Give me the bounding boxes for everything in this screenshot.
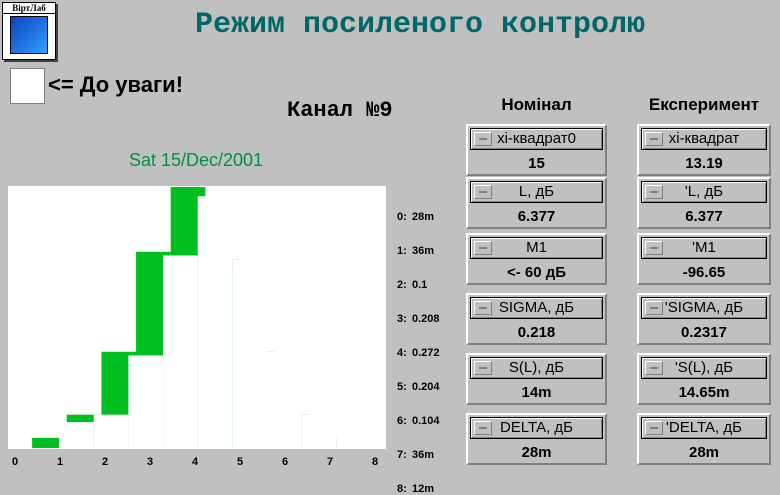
x-tick-label: 8 — [372, 456, 378, 468]
bar — [232, 259, 267, 448]
value-label: 0.204 — [412, 381, 440, 393]
category-label: 1: — [397, 245, 407, 257]
value-label: 0.208 — [412, 313, 440, 325]
indicator-button[interactable]: DELTA, дБ — [470, 417, 603, 439]
indicator-button[interactable]: S(L), дБ — [470, 357, 603, 379]
x-tick-label: 3 — [147, 456, 153, 468]
x-tick-label: 6 — [282, 456, 288, 468]
value-label: 12m — [412, 483, 434, 495]
bar — [163, 255, 198, 448]
x-tick-label: 7 — [327, 456, 333, 468]
chart: Sat 15/Dec/2001 0 1 2 3 4 5 6 7 8 0: 28m 1: 36m 2: 0.1… — [8, 150, 440, 495]
x-tick-label: 4 — [192, 456, 199, 468]
value-label: 0.1 — [412, 279, 427, 291]
indicator-button[interactable]: 'M1 — [641, 237, 767, 259]
category-label: 0: — [397, 211, 407, 223]
channel-label: Канал №9 — [287, 98, 393, 123]
indicator-button[interactable]: xi-квадрат — [641, 128, 767, 150]
indicator-button[interactable]: 'DELTA, дБ — [641, 417, 767, 439]
indicator-button[interactable]: xi-квадрат0 — [470, 128, 603, 150]
indicator: SIGMA, дБ 0.218 — [466, 293, 607, 345]
indicator: 'DELTA, дБ 28m — [637, 413, 771, 465]
indicator-value: 14m — [521, 384, 552, 401]
bar — [197, 196, 233, 448]
indicator-value: 28m — [688, 444, 720, 461]
bar — [32, 437, 67, 448]
warning-text: <= До уваги! — [48, 72, 184, 97]
indicator: 'S(L), дБ 14.65m — [637, 353, 771, 405]
value-label: 36m — [412, 245, 434, 257]
indicator-button[interactable]: SIGMA, дБ — [470, 297, 603, 319]
indicator-button[interactable]: M1 — [470, 237, 603, 259]
indicator: S(L), дБ 14m — [466, 353, 607, 405]
bar — [301, 414, 337, 448]
x-tick-label: 0 — [12, 456, 18, 468]
title: Режим посиленого контролю — [194, 8, 646, 42]
indicator: 'SIGMA, дБ 0.2317 — [637, 293, 771, 345]
logo[interactable]: ВіртЛаб — [2, 2, 56, 60]
indicator-value: 14.65m — [678, 384, 730, 401]
value-label: 0.272 — [412, 347, 440, 359]
logo-text: ВіртЛаб — [3, 3, 55, 14]
indicator: xi-квадрат0 15 — [466, 124, 607, 176]
indicator-value: 15 — [528, 155, 545, 172]
value-label: 0.104 — [412, 415, 440, 427]
category-label: 8: — [397, 483, 407, 495]
x-tick-label: 2 — [102, 456, 108, 468]
category-label: 2: — [397, 279, 407, 291]
category-label: 7: — [397, 449, 407, 461]
bar — [336, 436, 371, 448]
category-label: 4: — [397, 347, 407, 359]
category-label: 6: — [397, 415, 407, 427]
value-label: 36m — [412, 449, 434, 461]
logo-icon — [10, 16, 48, 54]
indicator-value: 6.377 — [685, 208, 723, 225]
indicator-button[interactable]: 'SIGMA, дБ — [641, 297, 767, 319]
category-label: 5: — [397, 381, 407, 393]
indicator: L, дБ 6.377 — [466, 177, 607, 229]
indicator-value: 13.19 — [685, 155, 723, 172]
indicator-button[interactable]: 'S(L), дБ — [641, 357, 767, 379]
category-label: 3: — [397, 313, 407, 325]
indicator: xi-квадрат 13.19 — [637, 124, 771, 176]
warning-indicator — [10, 68, 45, 104]
bar — [128, 355, 164, 448]
panel-title: Експеримент — [648, 95, 760, 114]
bar — [93, 414, 129, 448]
indicator: M1 <- 60 дБ — [466, 233, 607, 285]
x-tick-label: 1 — [57, 456, 63, 468]
indicator-value: 0.218 — [517, 324, 556, 341]
value-label: 28m — [412, 211, 434, 223]
indicator-value: <- 60 дБ — [506, 264, 567, 281]
indicator-value: -96.65 — [682, 264, 726, 281]
bar — [59, 422, 94, 448]
indicator-button[interactable]: 'L, дБ — [641, 181, 767, 203]
indicator-button[interactable]: L, дБ — [470, 181, 603, 203]
indicator: 'L, дБ 6.377 — [637, 177, 771, 229]
indicator-value: 0.2317 — [681, 324, 727, 341]
indicator: DELTA, дБ 28m — [466, 413, 607, 465]
x-tick-label: 5 — [237, 456, 243, 468]
indicator-value: 28m — [521, 444, 552, 461]
bar — [267, 351, 302, 448]
indicator: 'M1 -96.65 — [637, 233, 771, 285]
indicator-value: 6.377 — [517, 208, 556, 225]
panel-title: Номінал — [501, 95, 572, 114]
chart-subtitle: Sat 15/Dec/2001 — [129, 150, 263, 170]
